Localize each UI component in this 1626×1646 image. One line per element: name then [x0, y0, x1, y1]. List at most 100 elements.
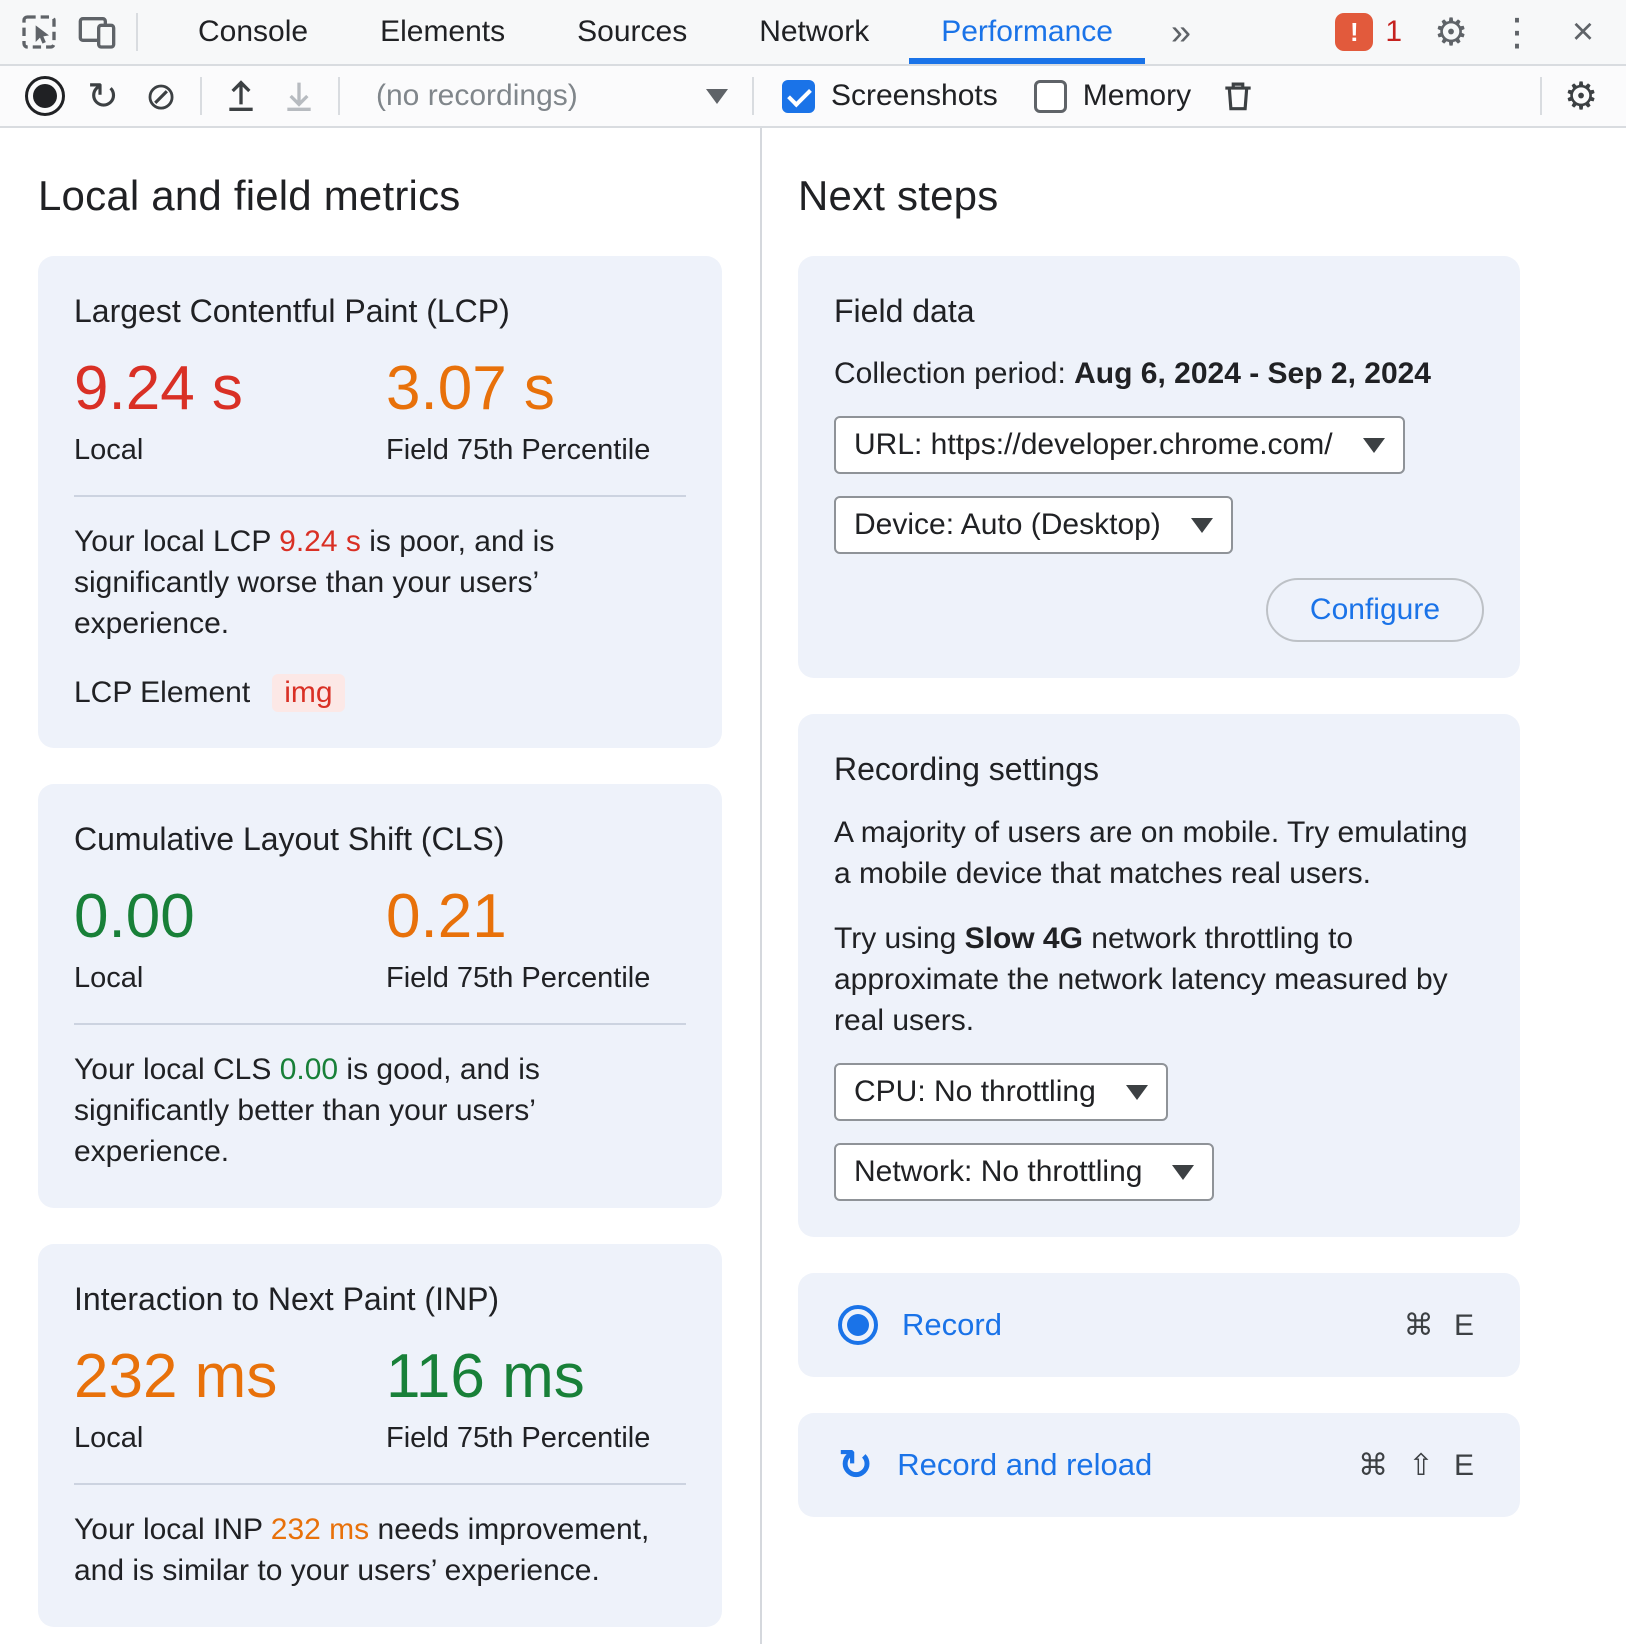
cls-field-label: Field 75th Percentile — [386, 962, 651, 994]
divider — [136, 13, 138, 51]
local-field-metrics-pane: Local and field metrics Largest Contentf… — [0, 128, 760, 1644]
cpu-select-row: CPU: No throttling — [834, 1063, 1484, 1121]
error-icon: ! — [1335, 13, 1374, 51]
inspect-element-button[interactable] — [10, 0, 68, 64]
memory-toggle[interactable]: Memory — [1033, 79, 1192, 113]
network-throttling-select[interactable]: Network: No throttling — [834, 1143, 1215, 1201]
record-reload-label: Record and reload — [897, 1447, 1153, 1482]
configure-row: Configure — [834, 578, 1484, 642]
cpu-throttling-select[interactable]: CPU: No throttling — [834, 1063, 1168, 1121]
device-select[interactable]: Device: Auto (Desktop) — [834, 496, 1233, 554]
device-toolbar-button[interactable] — [68, 0, 126, 64]
screenshots-toggle[interactable]: Screenshots — [782, 79, 998, 113]
tab-console[interactable]: Console — [198, 15, 309, 48]
collect-garbage-button[interactable] — [1209, 68, 1267, 124]
trash-icon — [1219, 77, 1257, 115]
rs-para2-bold: Slow 4G — [964, 922, 1083, 955]
device-select-value: Device: Auto (Desktop) — [854, 508, 1161, 541]
tabbar-right-controls: ! 1 ⚙ ⋮ × — [1323, 0, 1612, 64]
recording-settings-para2: Try using Slow 4G network throttling to … — [834, 918, 1484, 1041]
settings-gear-icon[interactable]: ⚙ — [1433, 11, 1469, 54]
record-icon — [25, 76, 65, 116]
divider — [74, 495, 686, 497]
inp-desc-suffix: needs improvement, and is similar to you… — [74, 1513, 650, 1587]
lcp-field-label: Field 75th Percentile — [386, 434, 651, 466]
capture-settings-gear-icon[interactable]: ⚙ — [1563, 75, 1599, 118]
chevron-down-icon — [1125, 1084, 1148, 1100]
chevron-down-icon — [1362, 437, 1385, 453]
metrics-heading: Local and field metrics — [38, 172, 461, 219]
lcp-desc-prefix: Your local LCP — [74, 525, 280, 558]
memory-checkbox[interactable] — [1033, 79, 1067, 113]
inp-description: Your local INP 232 ms needs improvement,… — [74, 1509, 684, 1591]
recordings-select-value: (no recordings) — [376, 79, 578, 112]
divider — [74, 1483, 686, 1485]
load-profile-button[interactable] — [212, 68, 270, 124]
close-icon[interactable]: × — [1571, 10, 1595, 53]
save-profile-button[interactable] — [270, 68, 328, 124]
inp-title: Interaction to Next Paint (INP) — [74, 1281, 500, 1317]
devtools-tabbar: Console Elements Sources Network Perform… — [0, 0, 1626, 66]
divider — [752, 77, 754, 115]
url-select-row: URL: https://developer.chrome.com/ — [834, 416, 1484, 474]
inp-local-value: 232 ms — [74, 1342, 278, 1411]
inp-values: 232 ms Local 116 ms Field 75th Percentil… — [74, 1344, 686, 1455]
recording-settings-card: Recording settings A majority of users a… — [798, 714, 1520, 1237]
rs-para2-suffix: network throttling to approximate the ne… — [834, 922, 1448, 1037]
device-select-row: Device: Auto (Desktop) — [834, 496, 1484, 554]
tab-performance[interactable]: Performance — [905, 0, 1149, 64]
inp-local-label: Local — [74, 1422, 144, 1454]
configure-button[interactable]: Configure — [1265, 578, 1484, 642]
chevron-down-icon — [706, 88, 728, 104]
collection-period-value: Aug 6, 2024 - Sep 2, 2024 — [1074, 357, 1431, 390]
panel-tabs: Console Elements Sources Network Perform… — [162, 0, 1213, 64]
next-steps-heading: Next steps — [798, 172, 999, 219]
tab-network[interactable]: Network — [759, 15, 870, 48]
chevron-down-icon — [1190, 517, 1213, 533]
inp-field-label: Field 75th Percentile — [386, 1422, 651, 1454]
network-select-value: Network: No throttling — [854, 1155, 1143, 1188]
field-data-title: Field data — [834, 293, 975, 329]
error-badge[interactable]: ! 1 — [1323, 13, 1414, 51]
inp-desc-value: 232 ms — [270, 1513, 370, 1546]
more-tabs-icon[interactable]: » — [1170, 11, 1192, 52]
lcp-field-value: 3.07 s — [386, 354, 555, 423]
network-select-row: Network: No throttling — [834, 1143, 1484, 1201]
cls-local-value: 0.00 — [74, 882, 195, 951]
reload-and-record-button[interactable]: ↻ — [87, 75, 119, 118]
lcp-local-value: 9.24 s — [74, 354, 243, 423]
tab-elements[interactable]: Elements — [380, 15, 506, 48]
record-icon — [838, 1305, 878, 1345]
cls-desc-prefix: Your local CLS — [74, 1053, 280, 1086]
cls-values: 0.00 Local 0.21 Field 75th Percentile — [74, 884, 686, 995]
inp-desc-prefix: Your local INP — [74, 1513, 271, 1546]
divider — [74, 1023, 686, 1025]
record-action-card[interactable]: Record ⌘ E — [798, 1273, 1520, 1377]
tab-sources[interactable]: Sources — [577, 15, 688, 48]
lcp-element-link[interactable]: img — [272, 674, 345, 712]
record-shortcut: ⌘ E — [1403, 1308, 1480, 1342]
rs-para2-prefix: Try using — [834, 922, 965, 955]
recordings-select[interactable]: (no recordings) — [350, 79, 742, 113]
collection-period-label: Collection period: — [834, 357, 1075, 390]
next-steps-pane: Next steps Field data Collection period:… — [762, 128, 1626, 1644]
record-button[interactable] — [16, 68, 74, 124]
memory-label: Memory — [1082, 79, 1192, 112]
clear-button[interactable]: ⊘ — [145, 75, 177, 118]
cls-field-value: 0.21 — [386, 882, 507, 951]
reload-icon: ↻ — [838, 1441, 874, 1488]
lcp-element-row: LCP Element img — [74, 674, 686, 712]
url-select[interactable]: URL: https://developer.chrome.com/ — [834, 416, 1405, 474]
lcp-local-label: Local — [74, 434, 144, 466]
inspect-icon — [19, 12, 59, 52]
upload-icon — [221, 76, 261, 116]
lcp-description: Your local LCP 9.24 s is poor, and is si… — [74, 521, 684, 644]
screenshots-checkbox[interactable] — [782, 79, 815, 113]
record-reload-action-card[interactable]: ↻ Record and reload ⌘ ⇧ E — [798, 1413, 1520, 1517]
kebab-menu-icon[interactable]: ⋮ — [1498, 11, 1536, 54]
divider — [200, 77, 202, 115]
cls-description: Your local CLS 0.00 is good, and is sign… — [74, 1049, 684, 1172]
lcp-element-label: LCP Element — [74, 676, 251, 709]
lcp-metric-card: Largest Contentful Paint (LCP) 9.24 s Lo… — [38, 256, 722, 748]
